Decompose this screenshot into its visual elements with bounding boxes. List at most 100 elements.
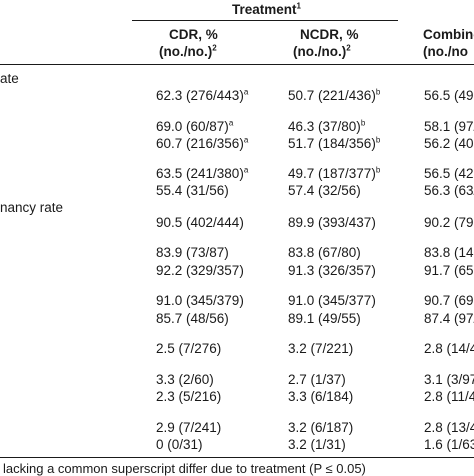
table-cell: 83.8 (140 bbox=[424, 245, 474, 260]
table-cell: 91.0 (345/379) bbox=[156, 293, 244, 308]
footer-rule bbox=[0, 457, 474, 458]
col-cdr-header: CDR, % bbox=[169, 27, 218, 42]
table-cell: 56.5 (497 bbox=[424, 88, 474, 103]
cell-value: 90.2 (795 bbox=[424, 215, 474, 230]
col-combined-sub-text: (no./no bbox=[423, 44, 468, 59]
col-ncdr-sub: (no./no.)2 bbox=[293, 44, 351, 59]
cell-value: 2.9 (7/241) bbox=[156, 420, 222, 435]
table-cell: 2.9 (7/241) bbox=[156, 420, 221, 435]
table-cell: 56.5 (428 bbox=[424, 166, 474, 181]
cell-value: 60.7 (216/356) bbox=[156, 136, 244, 151]
cell-value: 2.8 (14/4 bbox=[424, 341, 474, 356]
table-cell: 2.5 (7/276) bbox=[156, 341, 221, 356]
col-combined-header: Combine bbox=[423, 27, 474, 42]
cell-value: 56.5 (428 bbox=[424, 166, 474, 181]
col-combined-name: Combine bbox=[423, 27, 474, 42]
table-cell: 3.2 (6/187) bbox=[288, 420, 353, 435]
table-cell: 87.4 (97/ bbox=[424, 311, 474, 326]
table-cell: 2.7 (1/37) bbox=[288, 372, 346, 387]
cell-value: 3.1 (3/97 bbox=[424, 372, 474, 387]
table-cell: 60.7 (216/356)a bbox=[156, 136, 248, 151]
table-cell: 85.7 (48/56) bbox=[156, 311, 229, 326]
cell-value: 3.3 (2/60) bbox=[156, 372, 214, 387]
cell-value: 63.5 (241/380) bbox=[156, 166, 244, 181]
col-cdr-sup: 2 bbox=[212, 43, 217, 53]
cell-value: 91.3 (326/357) bbox=[288, 263, 376, 278]
table-cell: 50.7 (221/436)b bbox=[288, 88, 380, 103]
header-bottom-rule bbox=[0, 64, 474, 65]
cell-value: 1.6 (1/63 bbox=[424, 437, 474, 452]
cell-value: 56.2 (400 bbox=[424, 136, 474, 151]
section-label: ate bbox=[0, 71, 19, 86]
cell-value: 57.4 (32/56) bbox=[288, 183, 361, 198]
cell-value: 50.7 (221/436) bbox=[288, 88, 376, 103]
table-cell: 56.3 (63/ bbox=[424, 183, 474, 198]
footnote: lacking a common superscript differ due … bbox=[3, 461, 366, 476]
cell-value: 62.3 (276/443) bbox=[156, 88, 244, 103]
table-cell: 90.5 (402/444) bbox=[156, 215, 244, 230]
cell-superscript: b bbox=[375, 135, 381, 145]
table-cell: 89.9 (393/437) bbox=[288, 215, 376, 230]
table-cell: 3.2 (1/31) bbox=[288, 437, 346, 452]
cell-value: 49.7 (187/377) bbox=[288, 166, 376, 181]
cell-value: 89.9 (393/437) bbox=[288, 215, 376, 230]
table-cell: 0 (0/31) bbox=[156, 437, 203, 452]
cell-value: 87.4 (97/ bbox=[424, 311, 474, 326]
table-cell: 91.3 (326/357) bbox=[288, 263, 376, 278]
table-cell: 2.8 (14/4 bbox=[424, 341, 474, 356]
cell-value: 90.7 (690 bbox=[424, 293, 474, 308]
cell-superscript: b bbox=[375, 165, 381, 175]
treatment-sup: 1 bbox=[296, 1, 301, 11]
cell-value: 55.4 (31/56) bbox=[156, 183, 229, 198]
col-cdr-sub: (no./no.)2 bbox=[159, 44, 217, 59]
cell-value: 85.7 (48/56) bbox=[156, 311, 229, 326]
table-cell: 91.7 (655 bbox=[424, 263, 474, 278]
table-cell: 57.4 (32/56) bbox=[288, 183, 361, 198]
cell-value: 90.5 (402/444) bbox=[156, 215, 244, 230]
table-cell: 89.1 (49/55) bbox=[288, 311, 361, 326]
cell-value: 2.8 (11/4 bbox=[424, 389, 474, 404]
table-cell: 62.3 (276/443)a bbox=[156, 88, 248, 103]
cell-value: 0 (0/31) bbox=[156, 437, 203, 452]
cell-value: 58.1 (97/ bbox=[424, 119, 474, 134]
cell-value: 91.0 (345/379) bbox=[156, 293, 244, 308]
table-cell: 92.2 (329/357) bbox=[156, 263, 244, 278]
cell-value: 89.1 (49/55) bbox=[288, 311, 361, 326]
table-cell: 2.3 (5/216) bbox=[156, 389, 221, 404]
treatment-label: Treatment bbox=[232, 2, 297, 17]
cell-value: 3.2 (6/187) bbox=[288, 420, 354, 435]
table-cell: 2.8 (13/4 bbox=[424, 420, 474, 435]
table-cell: 69.0 (60/87)a bbox=[156, 119, 233, 134]
cell-value: 56.5 (497 bbox=[424, 88, 474, 103]
cell-value: 92.2 (329/357) bbox=[156, 263, 244, 278]
table-cell: 91.0 (345/377) bbox=[288, 293, 376, 308]
table-cell: 90.2 (795 bbox=[424, 215, 474, 230]
cell-value: 2.8 (13/4 bbox=[424, 420, 474, 435]
cell-superscript: b bbox=[360, 118, 366, 128]
treatment-header: Treatment1 bbox=[232, 2, 301, 17]
cell-value: 91.0 (345/377) bbox=[288, 293, 376, 308]
col-ncdr-name: NCDR, % bbox=[300, 27, 359, 42]
cell-value: 46.3 (37/80) bbox=[288, 119, 361, 134]
table-cell: 90.7 (690 bbox=[424, 293, 474, 308]
table-cell: 2.8 (11/4 bbox=[424, 389, 474, 404]
table-cell: 49.7 (187/377)b bbox=[288, 166, 380, 181]
col-ncdr-sup: 2 bbox=[346, 43, 351, 53]
cell-value: 91.7 (655 bbox=[424, 263, 474, 278]
cell-value: 83.9 (73/87) bbox=[156, 245, 229, 260]
cell-value: 83.8 (67/80) bbox=[288, 245, 361, 260]
cell-superscript: a bbox=[243, 87, 249, 97]
table-cell: 56.2 (400 bbox=[424, 136, 474, 151]
table-cell: 51.7 (184/356)b bbox=[288, 136, 380, 151]
table-cell: 58.1 (97/ bbox=[424, 119, 474, 134]
treatment-rule bbox=[132, 20, 398, 21]
cell-superscript: b bbox=[375, 87, 381, 97]
cell-value: 3.3 (6/184) bbox=[288, 389, 354, 404]
section-label: nancy rate bbox=[0, 200, 64, 215]
table-cell: 83.8 (67/80) bbox=[288, 245, 361, 260]
cell-value: 51.7 (184/356) bbox=[288, 136, 376, 151]
col-combined-sub: (no./no bbox=[423, 44, 468, 59]
cell-value: 2.5 (7/276) bbox=[156, 341, 222, 356]
col-ncdr-header: NCDR, % bbox=[300, 27, 359, 42]
table-cell: 3.3 (6/184) bbox=[288, 389, 353, 404]
